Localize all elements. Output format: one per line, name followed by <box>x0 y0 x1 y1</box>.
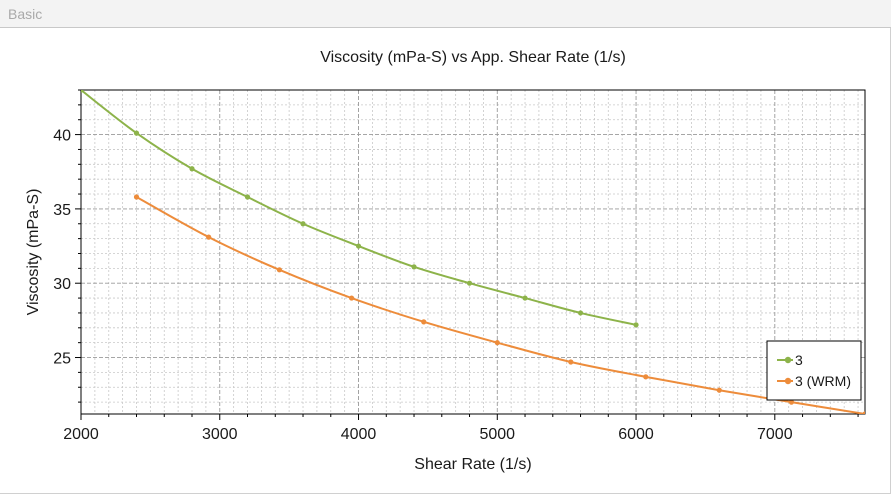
data-point <box>421 319 427 325</box>
y-axis-label: Viscosity (mPa-S) <box>25 189 42 316</box>
x-tick-label: 6000 <box>618 426 654 443</box>
data-point <box>862 411 865 414</box>
data-point <box>133 194 140 200</box>
series-layer <box>81 90 865 414</box>
x-tick-label: 2000 <box>63 426 99 443</box>
data-point <box>716 387 722 393</box>
data-point <box>522 295 528 301</box>
legend-label: 3 <box>795 352 803 368</box>
data-point <box>300 221 306 227</box>
legend-item-2: 3 (WRM) <box>777 373 851 389</box>
x-tick-label: 4000 <box>341 426 377 443</box>
plot-frame <box>80 89 866 415</box>
x-tick-label: 3000 <box>202 426 238 443</box>
series-1 <box>81 90 639 328</box>
data-point <box>355 243 362 249</box>
legend-swatch-marker <box>784 377 792 385</box>
y-tick-label: 25 <box>53 351 71 368</box>
series-2 <box>133 194 865 414</box>
x-tick-label: 5000 <box>479 426 515 443</box>
data-point <box>81 90 84 93</box>
y-axis-ticks: 25 30 35 40 <box>53 89 81 403</box>
data-point <box>643 374 649 380</box>
chart-title: Viscosity (mPa-S) vs App. Shear Rate (1/… <box>320 49 626 66</box>
data-point <box>466 280 473 286</box>
viscosity-chart: 2000 3000 4000 5000 6000 7000 25 30 35 40 Viscos… <box>0 28 890 493</box>
y-tick-label: 30 <box>53 276 71 293</box>
data-point <box>788 399 795 405</box>
data-point <box>494 340 500 346</box>
data-point <box>206 234 212 240</box>
data-point <box>244 194 251 200</box>
y-tick-label: 40 <box>53 128 71 145</box>
data-point <box>568 359 574 365</box>
y-tick-label: 35 <box>53 202 71 219</box>
legend-item-1: 3 <box>777 352 803 368</box>
legend-swatch-marker <box>784 356 792 364</box>
data-point <box>348 295 355 301</box>
data-point <box>189 166 195 172</box>
legend-items: 3 3 (WRM) <box>777 352 851 389</box>
data-point <box>276 267 283 273</box>
data-point <box>633 322 639 328</box>
legend: 3 3 (WRM) <box>766 340 862 401</box>
data-point <box>577 310 584 316</box>
legend-label: 3 (WRM) <box>795 373 851 389</box>
x-axis-ticks: 2000 3000 4000 5000 6000 7000 <box>63 414 859 443</box>
legend-box <box>766 340 862 401</box>
data-point <box>411 264 417 270</box>
data-point <box>133 130 140 136</box>
x-tick-label: 7000 <box>757 426 793 443</box>
tab-basic[interactable]: Basic <box>8 6 43 22</box>
tab-bar: Basic <box>0 0 891 28</box>
x-axis-label: Shear Rate (1/s) <box>414 456 531 473</box>
